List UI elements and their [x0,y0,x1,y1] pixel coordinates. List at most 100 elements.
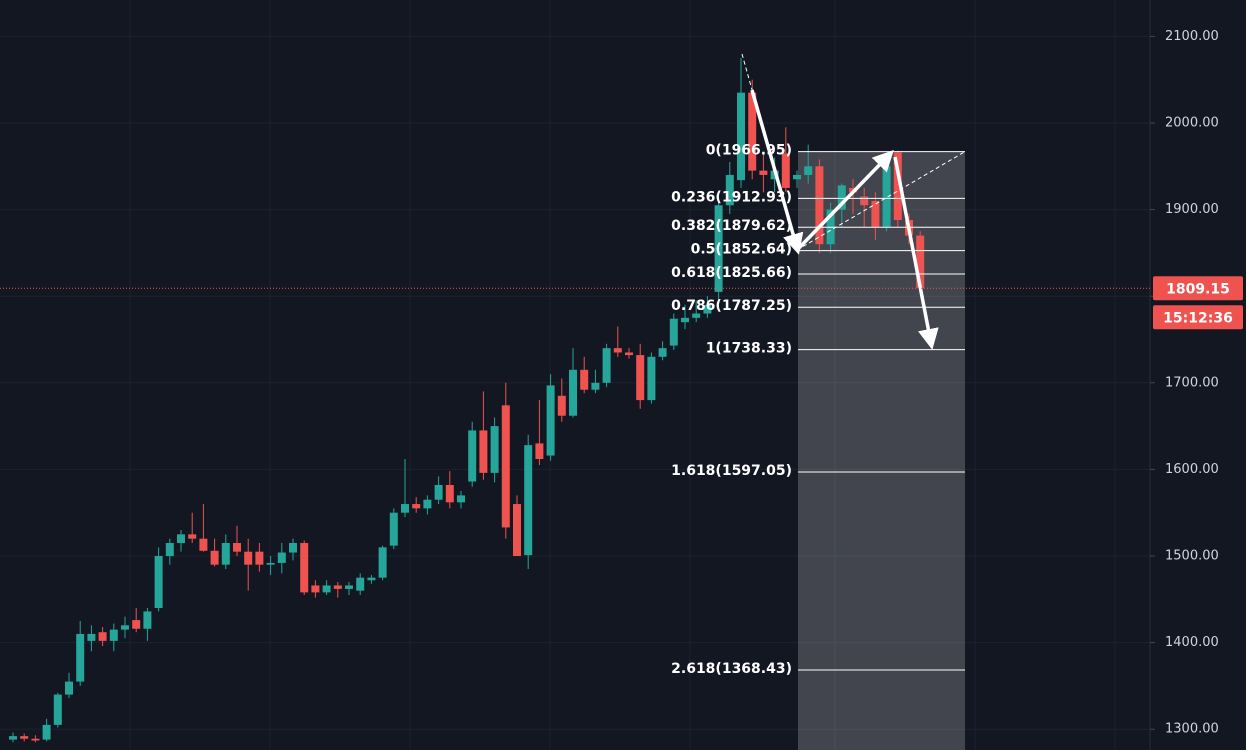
candle-body [76,633,85,682]
candle-body [557,395,566,416]
y-tick-label: 1400.00 [1165,635,1219,650]
candle-body [468,430,477,482]
candle-body [177,534,185,544]
fib-label: 0(1966.95) [706,143,792,159]
candle-body [681,317,689,323]
candle-body [221,543,230,565]
candle-body [445,484,454,503]
candle-body [882,166,891,227]
candle-body [233,543,241,552]
candle-body [165,543,174,557]
candle-body [625,352,633,356]
candle-body [109,629,118,641]
arrow [795,149,894,252]
candle-body [143,611,152,629]
candle-body [255,551,264,565]
candle-body [546,385,555,456]
candle-body [479,430,488,473]
candle-body [804,166,813,175]
candle-body [501,405,510,528]
candle-body [31,738,40,741]
candle-body [815,166,824,245]
candle-body [860,196,869,206]
candle-body [412,504,421,509]
candle-body [188,534,197,539]
candle-body [9,736,17,740]
candle-body [65,681,73,695]
candle-body [266,562,275,565]
candle-body [322,585,331,593]
candle-body [311,585,320,593]
candle-body [524,445,533,556]
candle-body [401,504,409,513]
fib-label: 1(1738.33) [706,341,792,357]
y-tick-label: 2000.00 [1165,115,1219,130]
candle-body [658,348,667,357]
fib-label: 1.618(1597.05) [671,463,792,479]
candle-body [781,153,790,188]
candle-body [837,185,846,210]
candle-body [714,205,723,292]
candle-body [434,484,443,500]
candle-body [87,633,96,641]
candle-body [457,495,465,503]
candle-body [132,620,141,629]
candle-body [513,504,521,557]
candle-body [277,552,286,563]
candle-body [42,724,51,740]
candle-body [613,348,622,353]
countdown-tag [1153,305,1243,330]
candle-body [20,736,29,739]
candle-body [121,625,129,630]
candle-body [490,426,499,473]
y-tick-label: 1300.00 [1165,722,1219,737]
candle-body [154,556,163,608]
countdown-label: 15:12:36 [1163,310,1233,326]
candle-body [345,585,353,589]
last-price-label: 1809.15 [1166,281,1230,297]
trend-dashed [796,151,966,251]
fib-label: 0.786(1787.25) [671,298,792,314]
vertical-grid [129,0,1116,750]
fib-label: 2.618(1368.43) [671,661,792,677]
y-tick-label: 1900.00 [1165,202,1219,217]
candle-body [300,543,309,593]
y-tick-label: 1600.00 [1165,462,1219,477]
candle-body [759,170,768,175]
candle-body [916,235,925,289]
candle-body [535,443,544,460]
y-tick-label: 1700.00 [1165,375,1219,390]
candle-body [423,499,432,509]
fib-label: 0.5(1852.64) [691,242,792,258]
candle-body [53,694,62,725]
candle-body [692,313,701,318]
arrow [893,156,939,350]
last-price-tag [1153,276,1243,301]
candle-body [367,577,376,581]
y-tick-label: 1500.00 [1165,549,1219,564]
candle-body [199,538,208,551]
y-tick-label: 2100.00 [1165,29,1219,44]
candle-body [793,174,801,180]
candle-body [289,543,297,553]
candle-body [333,585,342,589]
candle-body [893,152,902,220]
candle-body [580,369,589,390]
fib-label: 0.382(1879.62) [671,218,792,234]
candle-body [356,577,365,591]
candle-body [737,92,745,181]
fib-zone [798,151,965,750]
fib-label: 0.618(1825.66) [671,265,792,281]
candle-body [636,355,645,401]
arrow [750,89,804,255]
fib-label: 0.236(1912.93) [671,189,792,205]
candle-body [591,382,600,390]
candle-body [378,547,387,578]
candle-body [244,551,253,565]
candle-body [210,550,219,565]
candle-body [98,632,107,641]
candle-body [389,512,398,546]
candle-body [647,356,656,401]
